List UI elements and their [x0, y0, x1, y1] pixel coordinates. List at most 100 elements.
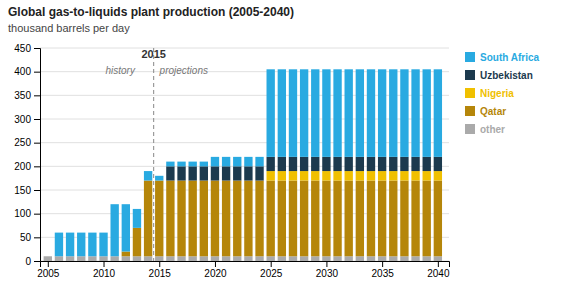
- bar: [244, 166, 252, 180]
- bar: [311, 181, 319, 257]
- bar: [367, 157, 375, 171]
- x-tick-mark: [104, 261, 105, 267]
- y-tick-mark: [34, 190, 40, 191]
- plot: 2015historyprojections200520102015202020…: [14, 43, 450, 279]
- x-tick-label: 2015: [149, 268, 172, 279]
- bar: [211, 181, 219, 257]
- bar: [44, 256, 52, 257]
- x-tick: 2020: [204, 261, 227, 279]
- y-tick: 350: [14, 90, 40, 101]
- bar: [122, 256, 130, 261]
- bar: [411, 69, 419, 157]
- grid-line: [40, 71, 449, 72]
- bar: [322, 157, 330, 171]
- y-tick-mark: [34, 95, 40, 96]
- bar: [278, 69, 286, 157]
- x-tick: 2030: [316, 261, 339, 279]
- bar: [400, 157, 408, 171]
- bar: [211, 157, 219, 166]
- grid-line: [40, 95, 449, 96]
- bar: [267, 157, 275, 171]
- series: [166, 157, 442, 181]
- bar: [411, 171, 419, 180]
- bar: [289, 171, 297, 180]
- x-tick-label: 2025: [260, 268, 283, 279]
- bar: [423, 157, 431, 171]
- y-axis: 050100150200250300350400450: [14, 43, 40, 267]
- y-tick-label: 300: [14, 114, 31, 125]
- bar: [155, 181, 163, 257]
- y-tick-label: 350: [14, 90, 31, 101]
- bar: [66, 233, 74, 257]
- bar: [322, 69, 330, 157]
- bar: [99, 256, 107, 261]
- bar: [244, 157, 252, 166]
- bar: [166, 166, 174, 180]
- bar: [367, 69, 375, 157]
- bar: [55, 256, 63, 261]
- subtitle: thousand barrels per day: [8, 22, 130, 34]
- y-tick: 0: [25, 256, 40, 267]
- legend-swatch: [465, 124, 475, 134]
- bar: [133, 228, 141, 256]
- bar: [255, 166, 263, 180]
- bar: [378, 256, 386, 261]
- legend-label: Nigeria: [480, 88, 514, 99]
- x-tick-label: 2010: [93, 268, 116, 279]
- bar: [311, 157, 319, 171]
- bar: [88, 233, 96, 257]
- bar: [110, 204, 118, 256]
- bar: [267, 69, 275, 157]
- bar: [367, 171, 375, 180]
- bar: [389, 157, 397, 171]
- x-tick-label: 2020: [204, 268, 227, 279]
- bar: [211, 166, 219, 180]
- bar: [423, 171, 431, 180]
- bar: [333, 181, 341, 257]
- bar: [200, 166, 208, 180]
- x-tick-label: 2040: [427, 268, 450, 279]
- x-tick: 2025: [260, 261, 283, 279]
- bar: [367, 256, 375, 261]
- x-tick-label: 2005: [37, 268, 60, 279]
- bar: [300, 171, 308, 180]
- bar: [311, 256, 319, 261]
- bar: [200, 181, 208, 257]
- y-tick: 150: [14, 185, 40, 196]
- x-tick: 2035: [372, 261, 395, 279]
- bar: [378, 181, 386, 257]
- grid: [40, 48, 449, 261]
- bar: [77, 233, 85, 257]
- bar: [222, 181, 230, 257]
- series: [267, 171, 443, 180]
- bar: [222, 256, 230, 261]
- bar: [255, 181, 263, 257]
- bar: [44, 256, 52, 257]
- bar: [99, 233, 107, 257]
- bar: [255, 157, 263, 166]
- bar: [188, 256, 196, 261]
- y-tick-mark: [34, 261, 40, 262]
- bar: [166, 256, 174, 261]
- y-tick-label: 0: [25, 256, 31, 267]
- bar: [378, 171, 386, 180]
- bar: [133, 209, 141, 228]
- bar: [289, 157, 297, 171]
- bar: [278, 157, 286, 171]
- reference-line: [153, 48, 154, 261]
- bar: [155, 256, 163, 261]
- bar: [177, 181, 185, 257]
- bar: [289, 181, 297, 257]
- bar: [188, 162, 196, 167]
- annotation: history: [106, 65, 136, 76]
- bar: [88, 256, 96, 261]
- legend-label: Uzbekistan: [480, 70, 533, 81]
- x-tick-mark: [48, 261, 49, 267]
- bar: [267, 181, 275, 257]
- x-tick-mark: [215, 261, 216, 267]
- bar: [188, 166, 196, 180]
- legend-item: other: [465, 124, 505, 135]
- annotation: projections: [159, 65, 208, 76]
- x-tick-label: 2030: [316, 268, 339, 279]
- bar: [233, 181, 241, 257]
